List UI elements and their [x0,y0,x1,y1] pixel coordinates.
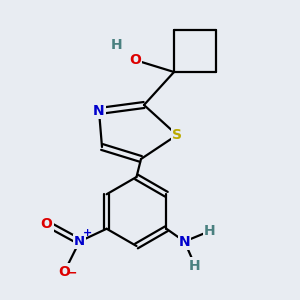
Text: O: O [40,217,52,230]
Text: N: N [74,235,85,248]
Text: H: H [189,259,201,272]
Text: N: N [179,235,190,248]
Text: O: O [58,265,70,278]
Text: +: + [83,228,92,238]
Text: S: S [172,128,182,142]
Text: O: O [129,53,141,67]
Text: N: N [93,104,105,118]
Text: H: H [111,38,123,52]
Text: −: − [67,266,77,280]
Text: H: H [204,224,216,238]
